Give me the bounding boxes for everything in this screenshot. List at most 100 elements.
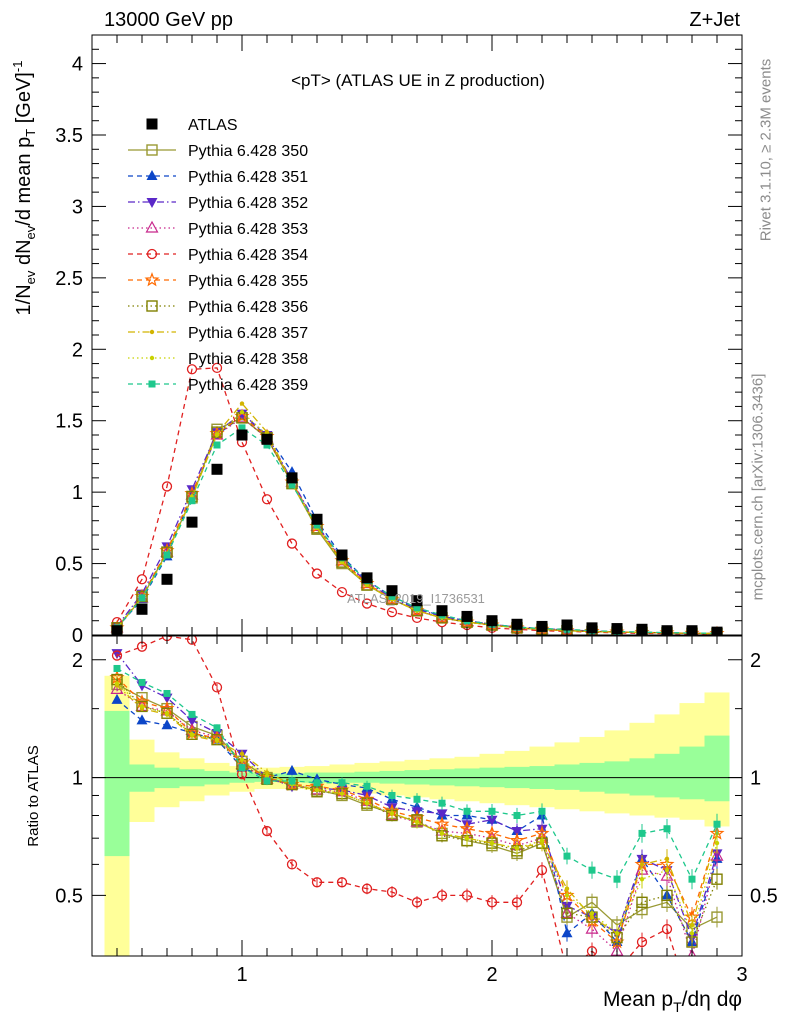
data-point: [561, 619, 573, 631]
ratio-point: [163, 689, 171, 697]
ratio-point: [186, 728, 198, 740]
ratio-y-tick-label-right: 1: [750, 768, 761, 790]
main-x-axis-ticks: [116, 35, 718, 635]
ratio-point: [139, 704, 145, 709]
ratio-point: [613, 875, 621, 883]
legend-marker: [146, 248, 158, 260]
ratio-point: [161, 719, 173, 730]
ratio-point: [463, 807, 471, 815]
ratio-point: [489, 840, 495, 846]
ratio-point: [713, 978, 722, 987]
ratio-point: [364, 801, 370, 806]
data-point: [361, 572, 373, 584]
legend-label: Pythia 6.428 351: [188, 169, 308, 186]
main-y-tick-label: 3.5: [55, 125, 83, 147]
ratio-point: [688, 948, 696, 956]
main-y-tick-label: 1: [72, 482, 83, 504]
legend-label: Pythia 6.428 356: [188, 299, 308, 316]
ratio-point: [514, 845, 520, 851]
stat-band-bin: [704, 735, 730, 802]
ratio-point: [314, 787, 320, 793]
ratio-point: [639, 862, 645, 867]
ratio-pythia-6-428-354: [111, 636, 722, 987]
ratio-point: [613, 967, 622, 976]
ratio-point: [614, 931, 620, 936]
ratio-point: [488, 807, 496, 815]
legend-label: Pythia 6.428 355: [188, 273, 308, 290]
data-point: [411, 595, 423, 607]
main-y-axis: 0 0.5 1 1.5 2 2.5 3 3.5 4: [55, 48, 742, 647]
ratio-y-tick-label: 2: [72, 650, 83, 672]
chart-title: <pT> (ATLAS UE in Z production): [291, 71, 545, 90]
ratio-y-tick-label-right: 0.5: [750, 885, 778, 907]
data-point: [239, 401, 245, 406]
ratio-point: [111, 693, 123, 704]
main-y-tick-label: 3: [72, 196, 83, 218]
ratio-point: [288, 777, 296, 785]
ratio-point: [461, 890, 473, 901]
ratio-point: [714, 840, 720, 846]
ratio-point: [660, 868, 674, 881]
ratio-point: [186, 716, 198, 727]
data-point: [313, 521, 321, 529]
data-point: [386, 606, 398, 618]
main-y-tick-label: 4: [72, 54, 83, 76]
ratio-x-tick-label: 3: [736, 964, 747, 986]
ratio-point: [189, 732, 195, 737]
stat-band-bin: [629, 758, 655, 796]
ratio-point: [114, 681, 120, 686]
ratio-point: [636, 936, 648, 948]
ratio-point: [389, 811, 395, 816]
data-point: [286, 538, 298, 549]
data-point: [161, 481, 173, 492]
legend: ATLAS Pythia 6.428 350 Pythia 6.428 351 Pyt…: [128, 117, 308, 394]
legend-label: Pythia 6.428 353: [188, 221, 308, 238]
ratio-point: [711, 911, 723, 923]
legend-item: Pythia 6.428 356: [128, 299, 308, 316]
main-plot-area: [92, 35, 742, 635]
legend-label: Pythia 6.428 350: [188, 143, 308, 160]
data-point: [286, 472, 298, 484]
ratio-point: [688, 875, 696, 883]
ratio-point: [138, 678, 146, 686]
ratio-y-tick-label: 0.5: [55, 885, 83, 907]
ratio-point: [338, 779, 346, 787]
ratio-point: [238, 764, 246, 772]
ratio-point: [538, 807, 546, 815]
main-y-tick-label: 2.5: [55, 268, 83, 290]
ratio-point: [436, 890, 448, 901]
legend-marker: [149, 329, 155, 335]
ratio-point: [414, 819, 420, 825]
stat-band-bin: [679, 746, 705, 800]
ratio-x-tick-label: 2: [486, 964, 497, 986]
legend-marker: [144, 272, 160, 287]
ratio-point: [111, 650, 123, 661]
ratio-point: [636, 896, 648, 909]
ratio-point: [511, 827, 523, 838]
ratio-point: [589, 911, 595, 916]
ratio-point: [411, 897, 423, 908]
ratio-point: [639, 876, 645, 882]
legend-marker: [146, 170, 158, 180]
main-y-tick-label: 0.5: [55, 554, 83, 576]
ratio-point: [563, 852, 571, 860]
energy-label: 13000 GeV pp: [104, 9, 233, 31]
ratio-y-axis: 0.5 0.5 1 1 2 2: [55, 650, 778, 908]
data-point: [136, 574, 148, 585]
legend-label: Pythia 6.428 358: [188, 351, 308, 368]
process-label: Z+Jet: [689, 9, 740, 31]
ratio-point: [339, 791, 345, 796]
ratio-x-tick-label: 1: [236, 964, 247, 986]
data-point: [236, 409, 248, 420]
data-point: [511, 618, 523, 630]
data-point: [239, 409, 245, 415]
ratio-point: [661, 889, 673, 902]
legend-marker: [146, 118, 158, 130]
ratio-point: [286, 859, 298, 870]
data-point: [161, 573, 173, 585]
main-series-layer: [109, 362, 725, 635]
legend-item: Pythia 6.428 358: [128, 351, 308, 368]
data-point: [186, 485, 198, 496]
main-y-axis-title: 1/Nev dNev/d mean pT [GeV]-1: [10, 61, 38, 316]
ratio-point: [564, 893, 570, 898]
